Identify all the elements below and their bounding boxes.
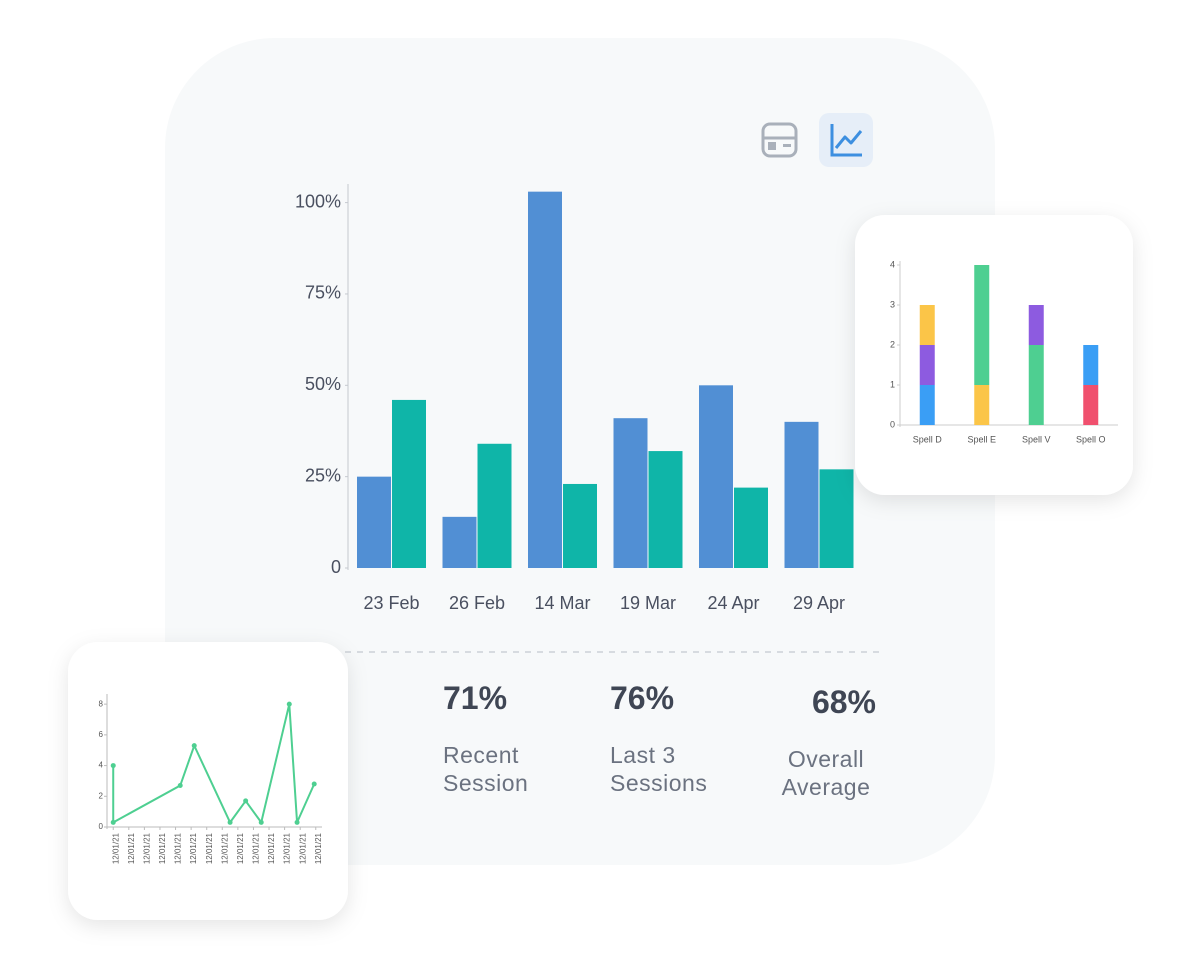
point <box>294 819 300 825</box>
y-tick-label: 50% <box>305 374 341 394</box>
table-view-button[interactable] <box>761 122 798 158</box>
stat-label: Recent Session <box>443 742 529 796</box>
bar <box>699 385 733 568</box>
panel <box>165 38 995 865</box>
stack-chart: 0 1 2 3 4 Spell D Spell E Spell V Spell O <box>890 259 1118 444</box>
y-tick-label: 4 <box>890 259 895 269</box>
bar-segment <box>919 385 935 425</box>
x-tick-label: 19 Mar <box>620 593 676 613</box>
x-tick-label: 12/01/21 <box>236 832 245 864</box>
point <box>243 798 249 804</box>
bar-segment <box>919 305 935 345</box>
x-tick-label: 12/01/21 <box>205 832 214 864</box>
point <box>191 743 197 749</box>
point <box>311 781 317 787</box>
x-tick-label: 24 Apr <box>707 593 759 613</box>
bar <box>734 487 768 568</box>
y-tick-label: 0 <box>99 822 104 831</box>
point <box>227 819 233 825</box>
stat-value: 68% <box>811 684 876 720</box>
bar <box>357 476 391 568</box>
x-tick-label: 12/01/21 <box>220 832 229 864</box>
x-tick-label: 12/01/21 <box>267 832 276 864</box>
stat: 71% Recent Session <box>443 680 563 797</box>
stat-label: Last 3 Sessions <box>610 742 708 796</box>
x-tick-label: 12/01/21 <box>252 832 261 864</box>
y-tick-label: 100% <box>295 191 341 211</box>
x-tick-label: Spell V <box>1022 434 1051 444</box>
bar <box>784 421 819 568</box>
y-tick-label: 2 <box>99 791 104 800</box>
x-tick-label: 12/01/21 <box>158 832 167 864</box>
y-tick-label: 25% <box>305 465 341 485</box>
bar <box>819 469 854 568</box>
y-tick-label: 0 <box>890 419 895 429</box>
point <box>258 819 264 825</box>
y-tick-label: 4 <box>99 761 104 770</box>
x-tick-label: 12/01/21 <box>143 832 152 864</box>
bar-segment <box>974 265 990 385</box>
x-tick-label: Spell E <box>967 434 996 444</box>
line-chart: 0 2 4 6 8 12/01/21 12/01/21 12/01/21 12/01/21 12/… <box>99 694 323 864</box>
bar <box>392 399 426 568</box>
y-tick-label: 0 <box>331 557 341 577</box>
x-tick-label: 12/01/21 <box>189 832 198 864</box>
stat-value: 71% <box>443 680 508 716</box>
chart-view-button[interactable] <box>819 113 873 167</box>
x-tick-label: 29 Apr <box>793 593 845 613</box>
x-tick-label: 14 Mar <box>534 593 590 613</box>
x-tick-label: 12/01/21 <box>174 832 183 864</box>
y-tick-label: 6 <box>99 730 104 739</box>
x-tick-label: Spell D <box>913 434 943 444</box>
bar <box>563 483 597 568</box>
stat: 76% Last 3 Sessions <box>610 680 730 797</box>
x-tick-label: 12/01/21 <box>298 832 307 864</box>
x-tick-label: 23 Feb <box>363 593 419 613</box>
y-tick-label: 3 <box>890 299 895 309</box>
bar <box>648 451 683 568</box>
y-tick-label: 2 <box>890 339 895 349</box>
bar <box>613 418 648 568</box>
point <box>110 763 116 769</box>
stat-label: Overall Average <box>781 746 871 800</box>
point <box>110 819 116 825</box>
x-tick-label: 12/01/21 <box>111 832 120 864</box>
stat-value: 76% <box>610 680 675 716</box>
point <box>177 783 183 789</box>
line-card <box>68 642 348 920</box>
bar-segment <box>974 385 990 425</box>
bar-segment <box>1028 305 1044 345</box>
bar-segment <box>919 345 935 385</box>
bar-segment <box>1083 345 1099 385</box>
x-tick-label: 12/01/21 <box>283 832 292 864</box>
bar <box>528 191 562 568</box>
point <box>286 701 292 707</box>
x-tick-label: Spell O <box>1076 434 1106 444</box>
main-chart: 0 25% 50% 75% 100% 23 Feb 26 Feb 14 Mar 19 Mar 24… <box>295 184 854 613</box>
bar-segment <box>1028 345 1044 425</box>
bar-segment <box>1083 385 1099 425</box>
line <box>112 703 316 825</box>
x-tick-label: 12/01/21 <box>314 832 323 864</box>
stat: 68% Overall Average <box>776 684 876 801</box>
y-tick-label: 8 <box>99 699 104 708</box>
y-tick-label: 1 <box>890 379 895 389</box>
x-tick-label: 12/01/21 <box>127 832 136 864</box>
x-tick-label: 26 Feb <box>449 593 505 613</box>
bar <box>477 443 512 568</box>
bar <box>442 516 477 568</box>
y-tick-label: 75% <box>305 283 341 303</box>
